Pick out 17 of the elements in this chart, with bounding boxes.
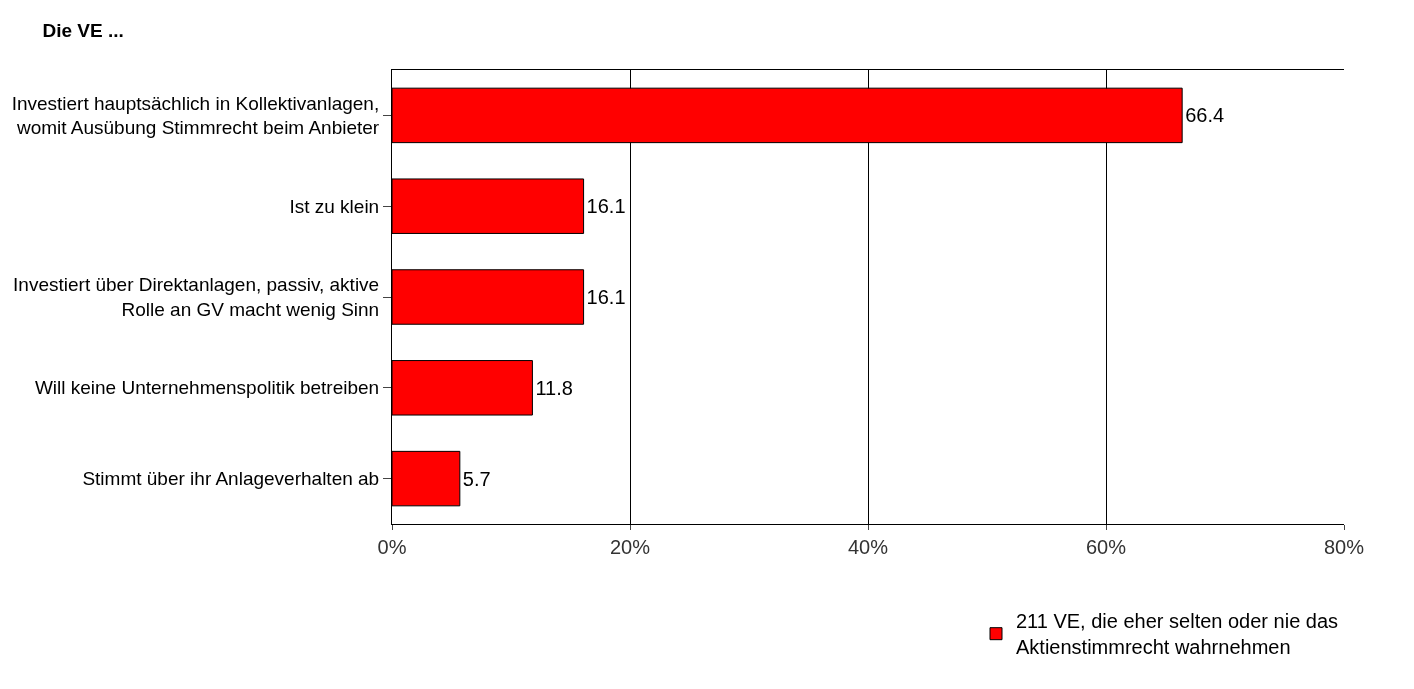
y-tick-label: Stimmt über ihr Anlageverhalten ab (82, 468, 380, 490)
x-tick-label: 80% (1323, 536, 1365, 558)
y-tick-label: Ist zu klein (289, 195, 380, 217)
y-tick-label: Investiert hauptsächlich in Kollektivanlagen, womit Ausübung Stimmrecht beim Anbieter (11, 92, 380, 139)
text: Die VE ... (42, 20, 124, 42)
y-tick-label: Will keine Unternehmenspolitik betreiben (34, 377, 380, 399)
data-label: 5.7 (462, 467, 491, 490)
data-label: 16.1 (586, 286, 626, 308)
x-tick-label: 40% (847, 536, 889, 558)
data-label: 66.4 (1185, 104, 1225, 127)
x-tick-label: 60% (1085, 536, 1127, 558)
x-tick-label: 20% (609, 536, 651, 558)
data-label: 16.1 (586, 195, 626, 218)
data-label: 11.8 (535, 376, 573, 399)
legend-label: 211 VE, die eher selten oder nie das Aktienstimmrecht wahrnehmen (1016, 610, 1339, 659)
y-tick-label: Investiert über Direktanlagen, passiv, aktive Rolle an GV macht wenig Sinn (13, 274, 380, 320)
x-tick-label: 0% (377, 536, 407, 558)
